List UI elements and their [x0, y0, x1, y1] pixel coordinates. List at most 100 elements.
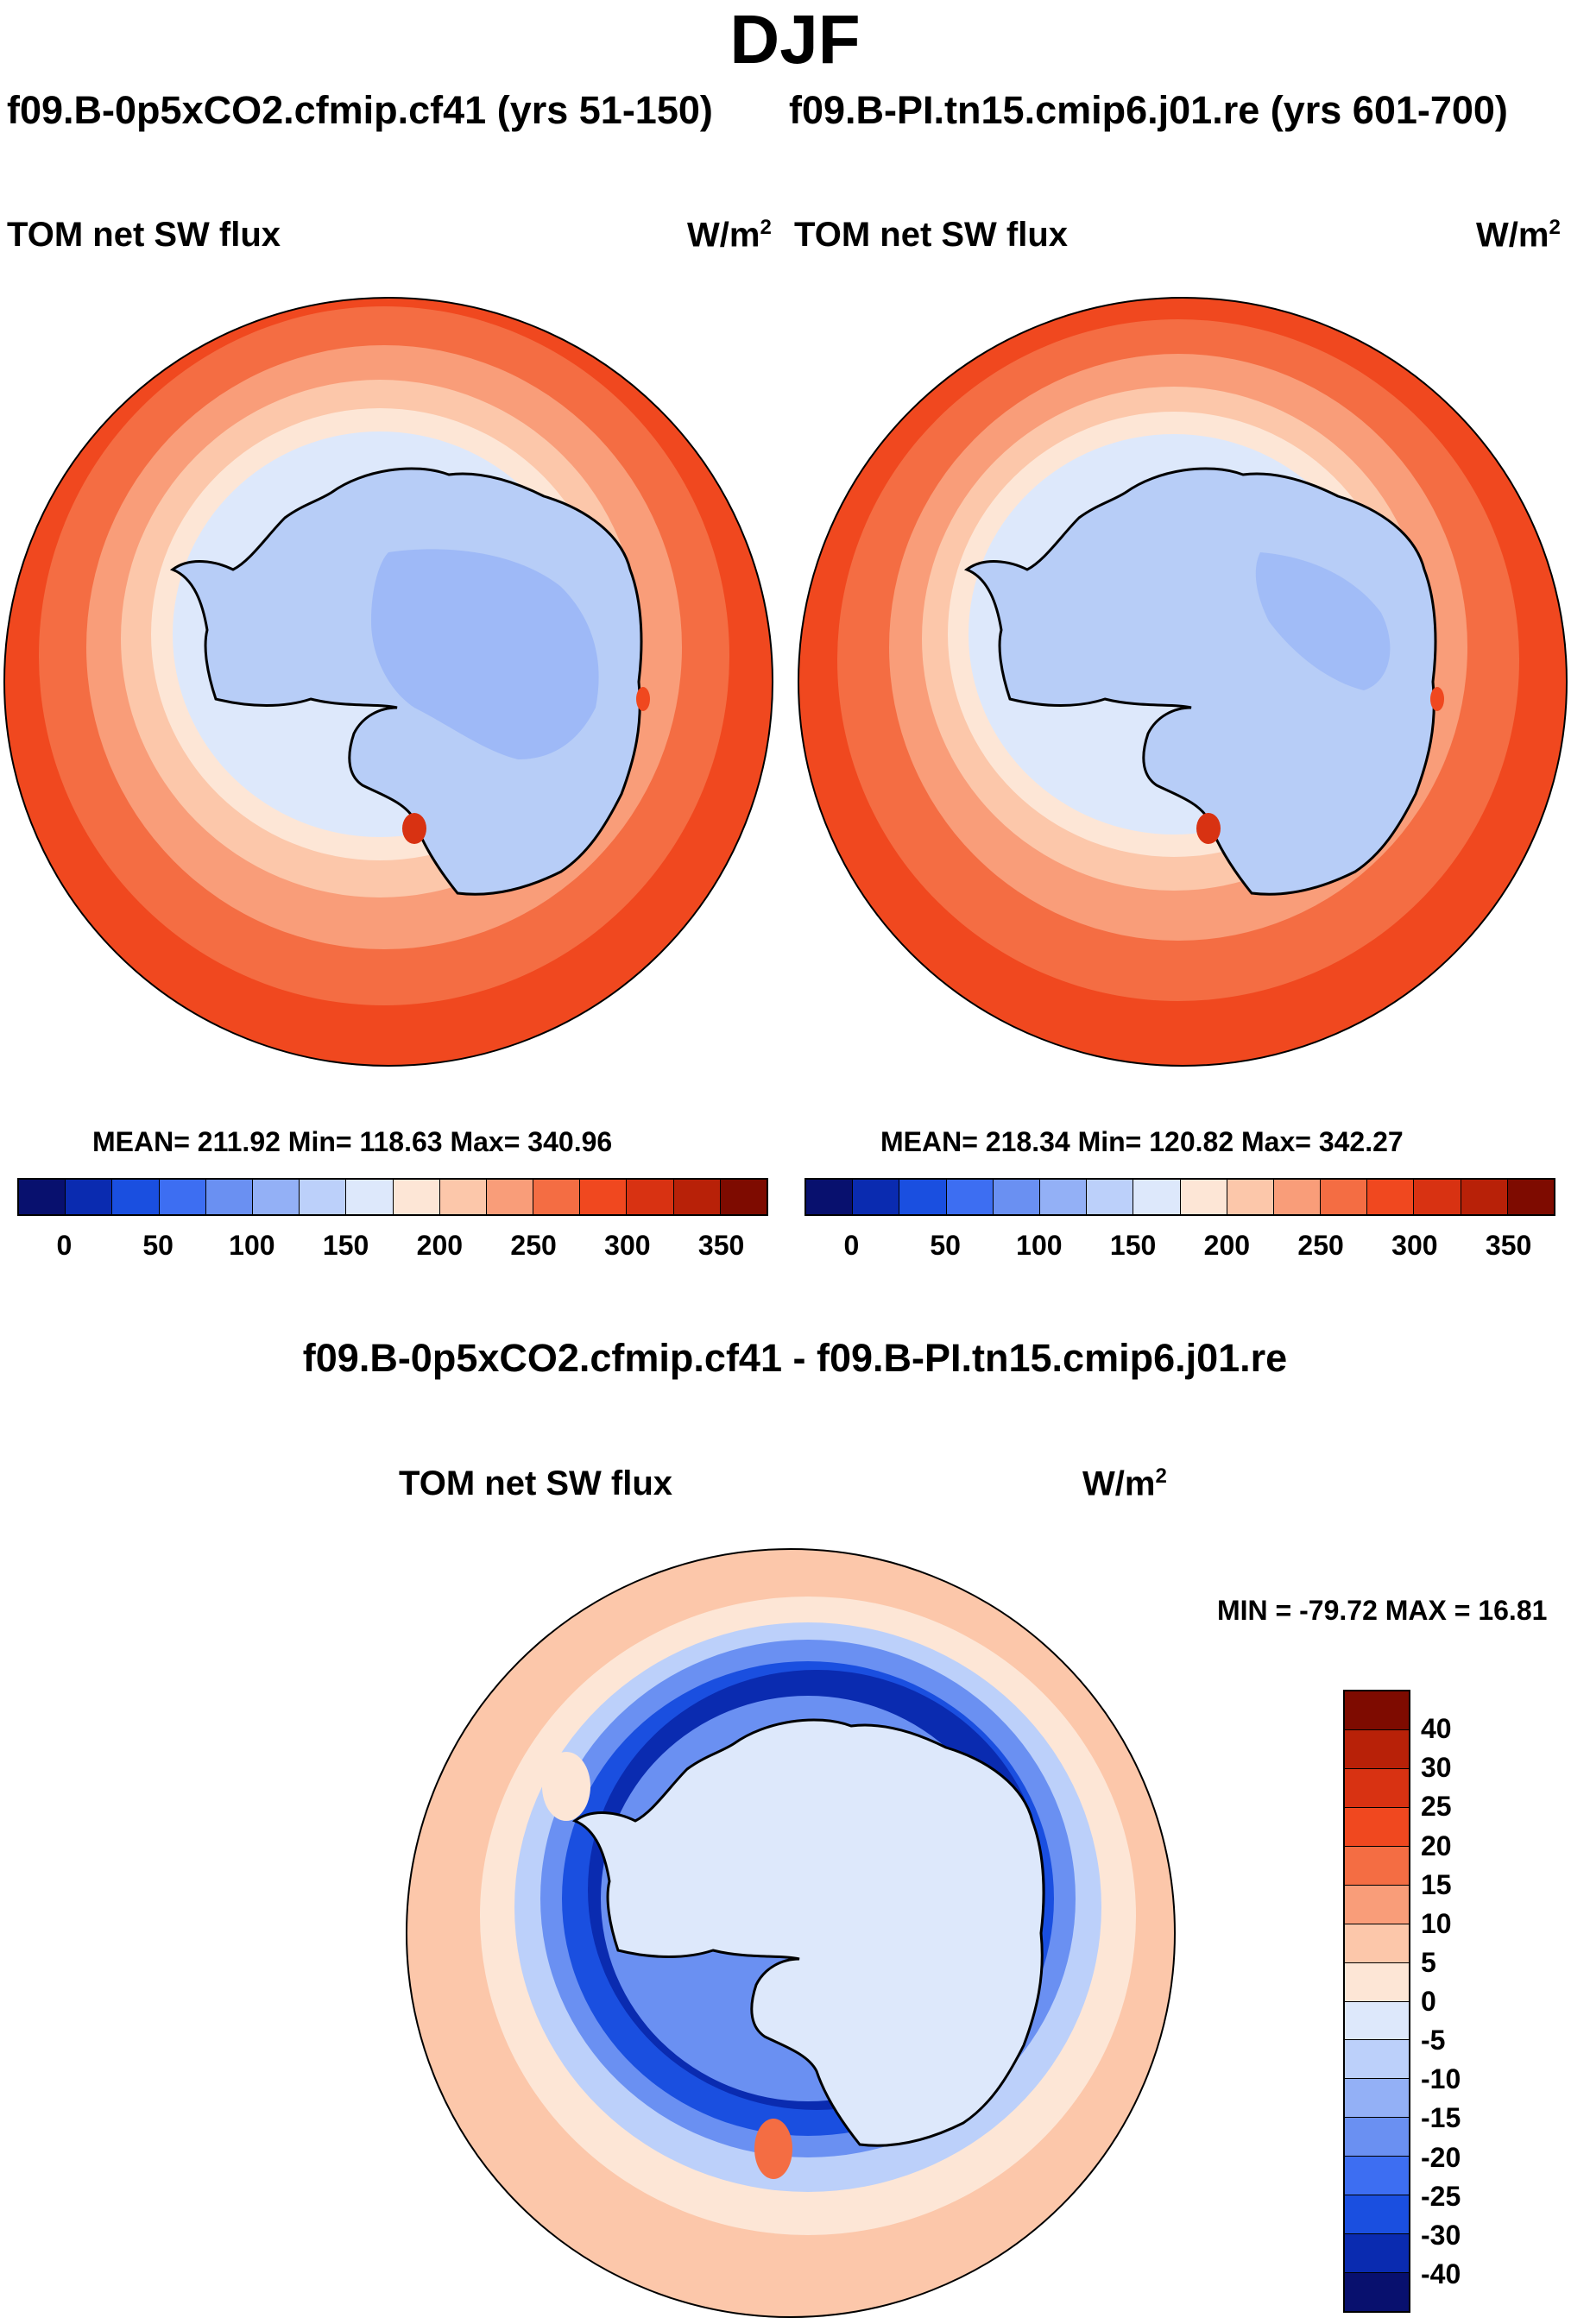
colorbar-tick-label: 150	[322, 1230, 369, 1261]
colorbar-swatch	[1180, 1180, 1227, 1214]
left-units-label: W/m2	[687, 216, 772, 255]
colorbar-swatch	[1345, 1962, 1409, 2002]
diff-positive-spot	[754, 2119, 792, 2179]
colorbar-tick-label: 350	[1485, 1230, 1532, 1261]
colorbar-swatch	[1087, 1180, 1134, 1214]
colorbar-swatch	[1345, 1885, 1409, 1924]
colorbar-swatch	[66, 1180, 113, 1214]
left-coastal-hotspot-2	[636, 687, 650, 711]
colorbar-tick-label: 30	[1421, 1752, 1452, 1784]
colorbar-tick-label: -20	[1421, 2141, 1461, 2173]
colorbar-tick-label: 0	[56, 1230, 73, 1261]
colorbar-swatch	[1345, 1807, 1409, 1847]
diff-variable-label: TOM net SW flux	[399, 1464, 673, 1502]
colorbar-swatch	[1321, 1180, 1368, 1214]
colorbar-swatch	[533, 1180, 581, 1214]
diff-title: f09.B-0p5xCO2.cfmip.cf41 - f09.B-PI.tn15…	[302, 1336, 1288, 1380]
colorbar-swatch	[1461, 1180, 1508, 1214]
colorbar-swatch	[393, 1180, 440, 1214]
colorbar-swatch	[346, 1180, 394, 1214]
colorbar-tick-label: 10	[1421, 1907, 1452, 1939]
colorbar-tick-label: 250	[1297, 1230, 1344, 1261]
diff-units-text: W/m	[1082, 1464, 1156, 1503]
left-map	[3, 297, 773, 1067]
colorbar-swatch	[1367, 1180, 1415, 1214]
colorbar-swatch	[439, 1180, 487, 1214]
left-units-text: W/m	[687, 216, 760, 255]
colorbar-swatch	[899, 1180, 947, 1214]
diff-colorbar	[1343, 1690, 1410, 2313]
colorbar-tick-label: 300	[604, 1230, 651, 1261]
left-case-title: f09.B-0p5xCO2.cfmip.cf41 (yrs 51-150)	[7, 88, 713, 132]
colorbar-swatch	[1345, 2079, 1409, 2119]
diff-stats: MIN = -79.72 MAX = 16.81	[1217, 1595, 1548, 1626]
colorbar-swatch	[19, 1180, 66, 1214]
colorbar-tick-label: -10	[1421, 2063, 1461, 2095]
left-variable-label: TOM net SW flux	[7, 216, 281, 254]
right-colorbar	[804, 1178, 1555, 1216]
colorbar-tick-label: 0	[843, 1230, 860, 1261]
colorbar-tick-label: -25	[1421, 2180, 1461, 2212]
left-coastal-hotspot	[402, 813, 426, 844]
left-colorbar	[17, 1178, 768, 1216]
colorbar-swatch	[1345, 1729, 1409, 1769]
colorbar-swatch	[1345, 2195, 1409, 2235]
diff-antarctica-land	[571, 1718, 1045, 2147]
right-stats: MEAN= 218.34 Min= 120.82 Max= 342.27	[880, 1126, 1404, 1157]
colorbar-tick-label: 300	[1391, 1230, 1438, 1261]
right-units-text: W/m	[1476, 216, 1549, 255]
colorbar-swatch	[112, 1180, 160, 1214]
right-variable-label: TOM net SW flux	[794, 216, 1069, 254]
colorbar-tick-label: 15	[1421, 1868, 1452, 1900]
left-units-exp: 2	[760, 216, 772, 239]
colorbar-swatch	[627, 1180, 674, 1214]
colorbar-swatch	[1345, 2273, 1409, 2311]
right-map	[798, 297, 1568, 1067]
colorbar-swatch	[1345, 2001, 1409, 2041]
right-plateau-contour	[1255, 552, 1391, 690]
colorbar-tick-label: -15	[1421, 2102, 1461, 2134]
colorbar-swatch	[993, 1180, 1040, 1214]
colorbar-tick-label: -40	[1421, 2258, 1461, 2289]
colorbar-tick-label: 50	[142, 1230, 174, 1261]
colorbar-tick-label: 200	[416, 1230, 464, 1261]
right-coastal-hotspot-2	[1430, 687, 1444, 711]
colorbar-tick-label: 250	[510, 1230, 557, 1261]
colorbar-swatch	[1414, 1180, 1461, 1214]
colorbar-swatch	[720, 1180, 767, 1214]
colorbar-swatch	[1227, 1180, 1274, 1214]
colorbar-swatch	[853, 1180, 900, 1214]
colorbar-tick-label: 50	[930, 1230, 961, 1261]
colorbar-tick-label: 100	[1016, 1230, 1063, 1261]
diff-map	[406, 1548, 1176, 2318]
colorbar-swatch	[159, 1180, 206, 1214]
right-case-title: f09.B-PI.tn15.cmip6.j01.re (yrs 601-700)	[789, 88, 1508, 132]
colorbar-tick-label: 350	[697, 1230, 745, 1261]
left-stats: MEAN= 211.92 Min= 118.63 Max= 340.96	[92, 1126, 613, 1157]
colorbar-tick-label: -5	[1421, 2025, 1446, 2056]
right-units-label: W/m2	[1476, 216, 1561, 255]
colorbar-swatch	[1345, 1924, 1409, 1963]
colorbar-swatch	[1345, 1768, 1409, 1808]
right-units-exp: 2	[1549, 216, 1561, 239]
diff-positive-patch	[542, 1752, 590, 1821]
colorbar-swatch	[205, 1180, 253, 1214]
diff-units-exp: 2	[1155, 1464, 1167, 1488]
figure-title: DJF	[729, 1, 861, 78]
colorbar-swatch	[1039, 1180, 1088, 1214]
colorbar-swatch	[1273, 1180, 1322, 1214]
colorbar-tick-label: 100	[229, 1230, 275, 1261]
colorbar-swatch	[1345, 2040, 1409, 2080]
colorbar-swatch	[673, 1180, 721, 1214]
diff-units-label: W/m2	[1082, 1464, 1167, 1503]
colorbar-swatch	[1345, 2157, 1409, 2196]
colorbar-tick-label: 200	[1203, 1230, 1251, 1261]
colorbar-swatch	[1345, 1846, 1409, 1886]
colorbar-tick-label: 150	[1109, 1230, 1157, 1261]
colorbar-swatch	[1133, 1180, 1181, 1214]
colorbar-swatch	[486, 1180, 534, 1214]
colorbar-tick-label: 5	[1421, 1946, 1436, 1978]
colorbar-swatch	[1345, 1691, 1409, 1730]
colorbar-swatch	[300, 1180, 347, 1214]
colorbar-swatch	[946, 1180, 994, 1214]
